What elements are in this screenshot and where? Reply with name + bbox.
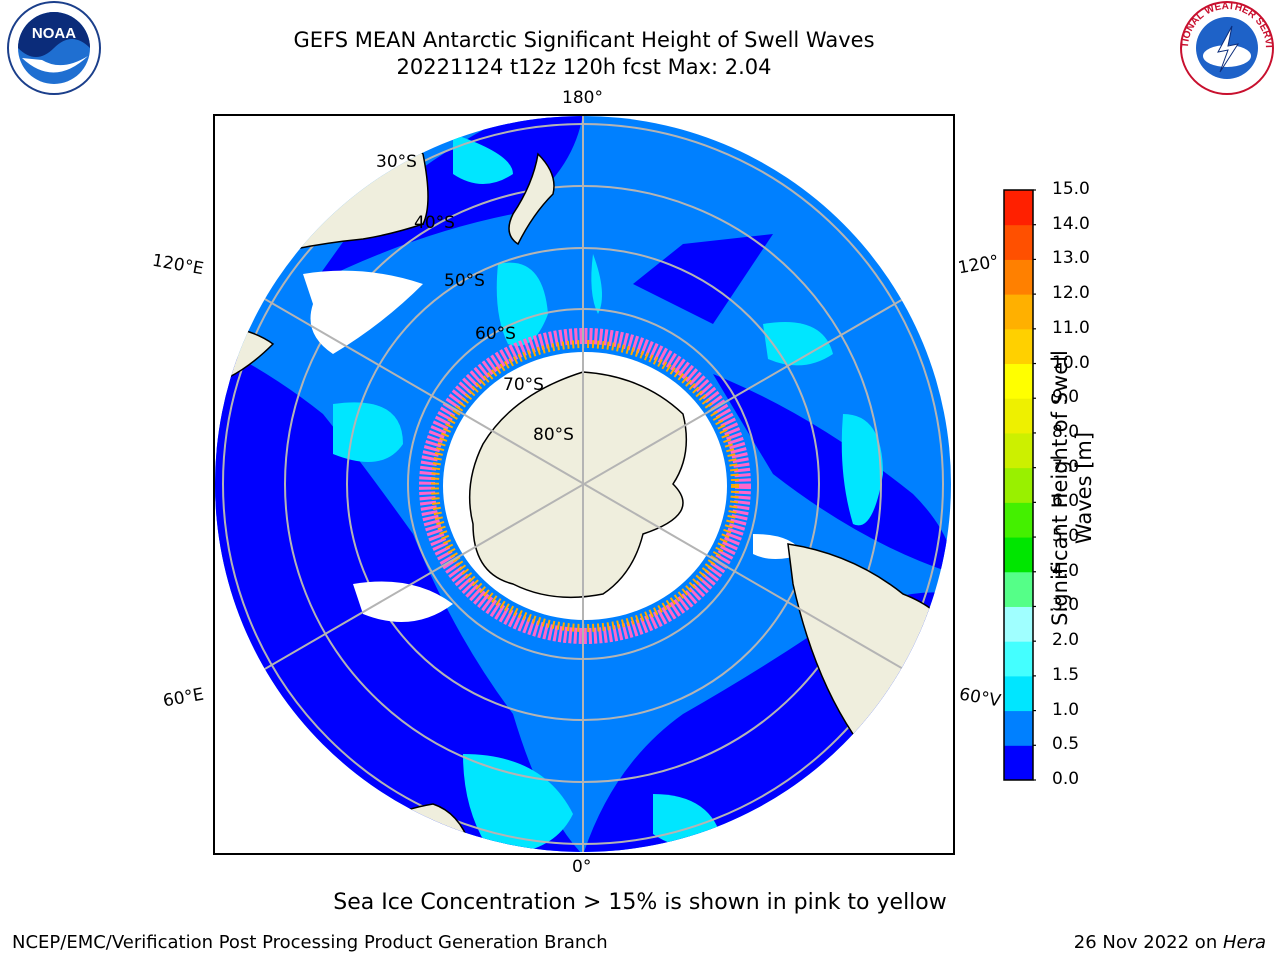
colorbar-tick-label: 0.5 <box>1052 734 1080 755</box>
colorbar-label: Significant Height of Swell Waves [m] <box>1048 350 1096 626</box>
footer-credit: NCEP/EMC/Verification Post Processing Pr… <box>12 932 608 953</box>
lat-label-30: 30°S <box>376 152 417 172</box>
noaa-logo-text: NOAA <box>32 25 76 42</box>
chart-subtitle: 20221124 t12z 120h fcst Max: 2.04 <box>396 55 772 79</box>
colorbar-tick-label: 0.0 <box>1052 769 1080 789</box>
colorbar-tick-label: 4.0 <box>1052 560 1080 581</box>
nws-logo: NATIONAL WEATHER SERVICE <box>1176 0 1274 95</box>
chart-title: GEFS MEAN Antarctic Significant Height o… <box>293 28 875 52</box>
lon-label-top: 180° <box>562 88 603 108</box>
colorbar-segment <box>1004 606 1033 642</box>
meridians <box>215 116 951 852</box>
footer-date-text: 26 Nov 2022 on <box>1073 932 1223 953</box>
colorbar-segment <box>1004 294 1033 330</box>
lon-label-bottom: 0° <box>572 857 592 877</box>
map-frame <box>213 114 955 855</box>
lon-label-lower-right: 60°V <box>957 684 1003 712</box>
lon-label-upper-right: 120° <box>956 251 1001 279</box>
colorbar-segment <box>1004 432 1033 469</box>
sea-ice-note: Sea Ice Concentration > 15% is shown in … <box>333 890 947 915</box>
colorbar-tick-label: 1.0 <box>1052 699 1080 720</box>
colorbar-segment <box>1004 710 1033 746</box>
colorbar-tick-label: 10.0 <box>1052 352 1090 373</box>
map-disc <box>215 116 951 852</box>
colorbar-segment <box>1004 259 1033 295</box>
lat-label-50: 50°S <box>444 271 485 291</box>
colorbar-segment <box>1004 190 1033 226</box>
antarctica <box>468 371 688 599</box>
colorbar-tick-label: 13.0 <box>1052 248 1090 269</box>
lat-label-80: 80°S <box>533 425 574 445</box>
lat-label-40: 40°S <box>414 213 455 233</box>
lat-label-70: 70°S <box>503 375 544 395</box>
noaa-logo: NOAA <box>7 1 101 95</box>
colorbar-segment <box>1004 467 1033 503</box>
colorbar-tick-label: 11.0 <box>1052 317 1090 338</box>
lon-label-upper-left: 120°E <box>150 250 206 280</box>
colorbar <box>1003 189 1036 781</box>
colorbar-tick-label: 6.0 <box>1052 491 1080 512</box>
lat-label-60: 60°S <box>475 324 516 344</box>
colorbar-tick-label: 3.0 <box>1052 595 1080 616</box>
colorbar-segment <box>1004 745 1033 781</box>
colorbar-segment <box>1004 224 1033 260</box>
colorbar-tick-label: 12.0 <box>1052 283 1090 304</box>
colorbar-segment <box>1004 571 1033 607</box>
lon-label-lower-left: 60°E <box>161 684 206 712</box>
colorbar-tick-label: 1.5 <box>1052 664 1080 685</box>
colorbar-frame <box>1003 189 1034 781</box>
colorbar-segment <box>1004 675 1033 712</box>
colorbar-tick-label: 8.0 <box>1052 421 1080 442</box>
colorbar-tick-label: 9.0 <box>1052 387 1080 408</box>
colorbar-segment <box>1004 502 1033 538</box>
colorbar-tick-label: 15.0 <box>1052 179 1090 199</box>
colorbar-segment <box>1004 641 1033 677</box>
colorbar-segment <box>1004 328 1033 365</box>
colorbar-tick-label: 2.0 <box>1052 630 1080 651</box>
colorbar-tick-label: 5.0 <box>1052 526 1080 547</box>
footer-machine: Hera <box>1222 932 1266 953</box>
colorbar-segment <box>1004 398 1033 434</box>
colorbar-segment <box>1004 537 1033 573</box>
colorbar-segment <box>1004 363 1033 399</box>
colorbar-tick-label: 14.0 <box>1052 213 1090 234</box>
polar-map <box>213 114 955 855</box>
colorbar-tick-label: 7.0 <box>1052 456 1080 477</box>
footer-date: 26 Nov 2022 on Hera <box>1074 932 1266 953</box>
